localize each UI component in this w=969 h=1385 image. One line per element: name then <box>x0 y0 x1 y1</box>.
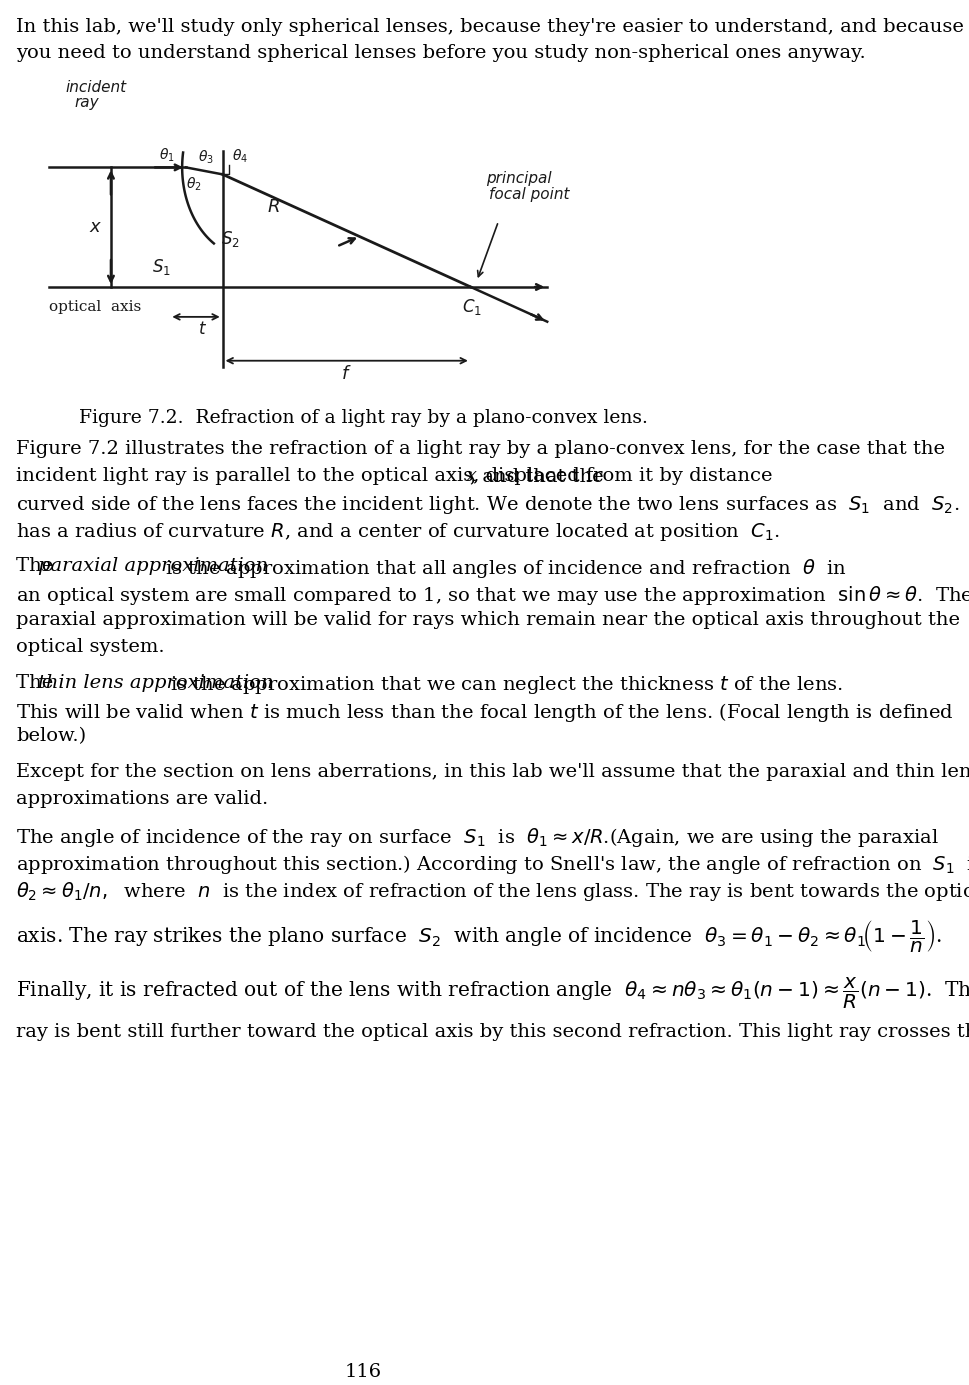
Text: $R$: $R$ <box>266 198 280 216</box>
Text: x: x <box>465 467 476 485</box>
Text: paraxial approximation will be valid for rays which remain near the optical axis: paraxial approximation will be valid for… <box>16 611 959 629</box>
Text: Figure 7.2.  Refraction of a light ray by a plano-convex lens.: Figure 7.2. Refraction of a light ray by… <box>79 409 647 427</box>
Text: optical system.: optical system. <box>16 637 165 655</box>
Text: optical  axis: optical axis <box>48 301 141 314</box>
Text: $\theta_3$: $\theta_3$ <box>198 148 214 166</box>
Text: Finally, it is refracted out of the lens with refraction angle  $\theta_4 \appro: Finally, it is refracted out of the lens… <box>16 975 969 1011</box>
Text: $\theta_2 \approx \theta_1 / n,$  where  $n$  is the index of refraction of the : $\theta_2 \approx \theta_1 / n,$ where $… <box>16 879 969 903</box>
Text: has a radius of curvature $R$, and a center of curvature located at position  $C: has a radius of curvature $R$, and a cen… <box>16 521 780 543</box>
Text: $S_2$: $S_2$ <box>221 229 240 249</box>
Text: This will be valid when $t$ is much less than the focal length of the lens. (Foc: This will be valid when $t$ is much less… <box>16 701 953 723</box>
Text: 116: 116 <box>345 1363 382 1381</box>
Text: approximation throughout this section.) According to Snell's law, the angle of r: approximation throughout this section.) … <box>16 853 969 875</box>
Text: incident: incident <box>66 80 127 94</box>
Text: below.): below.) <box>16 727 86 745</box>
Text: $f$: $f$ <box>341 364 352 382</box>
Text: $\theta_4$: $\theta_4$ <box>232 148 248 165</box>
Text: In this lab, we'll study only spherical lenses, because they're easier to unders: In this lab, we'll study only spherical … <box>16 18 963 36</box>
Text: $C_1$: $C_1$ <box>462 296 482 317</box>
Text: incident light ray is parallel to the optical axis, displaced from it by distanc: incident light ray is parallel to the op… <box>16 467 778 485</box>
Text: , and that the: , and that the <box>470 467 604 485</box>
Text: ray is bent still further toward the optical axis by this second refraction. Thi: ray is bent still further toward the opt… <box>16 1024 969 1042</box>
Text: The: The <box>16 673 60 691</box>
Text: $t$: $t$ <box>198 321 206 338</box>
Text: principal: principal <box>485 172 550 187</box>
Text: paraxial approximation: paraxial approximation <box>39 557 268 575</box>
Text: Except for the section on lens aberrations, in this lab we'll assume that the pa: Except for the section on lens aberratio… <box>16 763 969 781</box>
Text: thin lens approximation: thin lens approximation <box>39 673 273 691</box>
Text: an optical system are small compared to 1, so that we may use the approximation : an optical system are small compared to … <box>16 584 969 607</box>
Text: is the approximation that we can neglect the thickness $t$ of the lens.: is the approximation that we can neglect… <box>164 673 843 695</box>
Text: ray: ray <box>75 94 100 109</box>
Text: is the approximation that all angles of incidence and refraction  $\theta$  in: is the approximation that all angles of … <box>159 557 846 580</box>
Text: $\theta_2$: $\theta_2$ <box>185 176 201 193</box>
Text: approximations are valid.: approximations are valid. <box>16 791 268 809</box>
Text: $x$: $x$ <box>89 219 103 237</box>
Text: $S_1$: $S_1$ <box>151 258 171 277</box>
Text: curved side of the lens faces the incident light. We denote the two lens surface: curved side of the lens faces the incide… <box>16 494 969 517</box>
Text: focal point: focal point <box>489 187 570 202</box>
Text: Figure 7.2 illustrates the refraction of a light ray by a plano-convex lens, for: Figure 7.2 illustrates the refraction of… <box>16 440 945 458</box>
Text: you need to understand spherical lenses before you study non-spherical ones anyw: you need to understand spherical lenses … <box>16 44 865 62</box>
Text: The angle of incidence of the ray on surface  $S_1$  is  $\theta_1 \approx x / R: The angle of incidence of the ray on sur… <box>16 825 938 849</box>
Text: $\theta_1$: $\theta_1$ <box>159 147 174 165</box>
Text: axis. The ray strikes the plano surface  $S_2$  with angle of incidence  $\theta: axis. The ray strikes the plano surface … <box>16 918 941 954</box>
Text: The: The <box>16 557 60 575</box>
